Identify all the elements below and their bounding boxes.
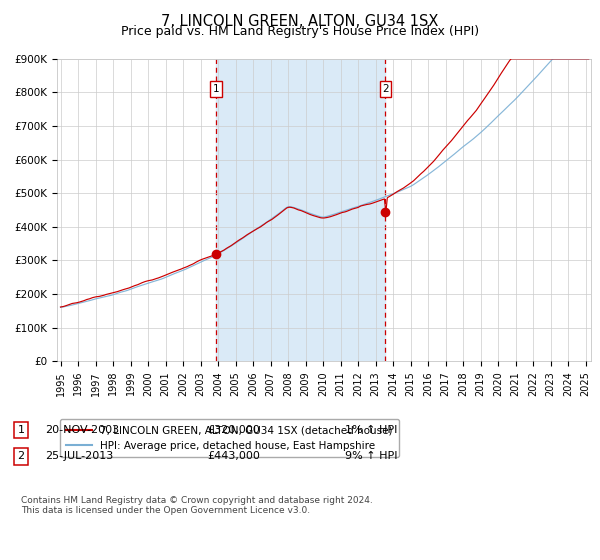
Text: 7, LINCOLN GREEN, ALTON, GU34 1SX: 7, LINCOLN GREEN, ALTON, GU34 1SX [161,14,439,29]
Text: 1: 1 [17,425,25,435]
Legend: 7, LINCOLN GREEN, ALTON, GU34 1SX (detached house), HPI: Average price, detached: 7, LINCOLN GREEN, ALTON, GU34 1SX (detac… [59,419,399,457]
Text: 20-NOV-2003: 20-NOV-2003 [45,425,119,435]
Text: 25-JUL-2013: 25-JUL-2013 [45,451,113,461]
Text: 1: 1 [213,84,220,94]
Text: 1% ↑ HPI: 1% ↑ HPI [345,425,397,435]
Bar [217,59,385,361]
Text: 2: 2 [382,84,389,94]
Text: 2: 2 [17,451,25,461]
Text: Price paid vs. HM Land Registry's House Price Index (HPI): Price paid vs. HM Land Registry's House … [121,25,479,38]
Text: £443,000: £443,000 [207,451,260,461]
Text: 9% ↑ HPI: 9% ↑ HPI [345,451,398,461]
Text: Contains HM Land Registry data © Crown copyright and database right 2024.
This d: Contains HM Land Registry data © Crown c… [21,496,373,515]
Text: £320,000: £320,000 [207,425,260,435]
